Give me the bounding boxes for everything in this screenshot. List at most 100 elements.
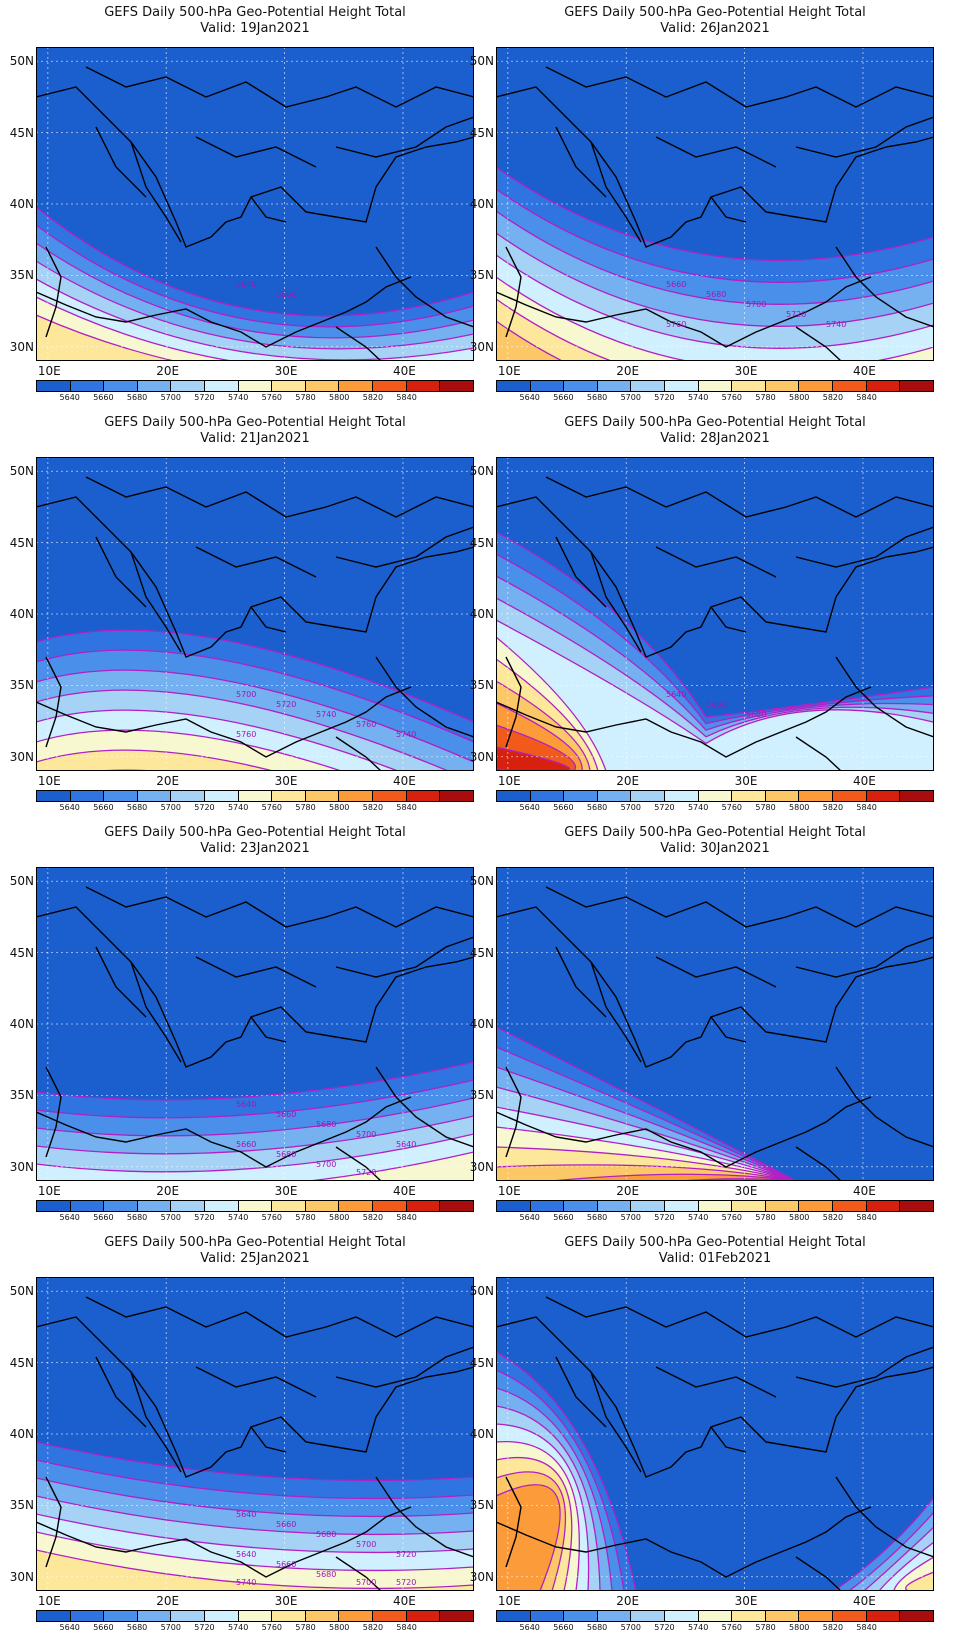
contour-label: 5640 [396, 1140, 416, 1149]
longitude-label: 40E [392, 774, 416, 788]
coastline [335, 326, 382, 361]
coastline [95, 126, 147, 198]
colorbar-swatch [37, 381, 71, 391]
colorbar-swatch [104, 381, 138, 391]
contour-label: 5640 [236, 1550, 256, 1559]
colorbar-label: 5640 [519, 1623, 540, 1632]
latitude-label: 35N [9, 1088, 34, 1103]
coastline [36, 686, 412, 758]
colorbar-swatch [799, 1611, 834, 1621]
coastline [130, 1371, 182, 1473]
colorbar-label: 5720 [194, 393, 215, 402]
longitude-label: 10E [497, 1594, 521, 1608]
colorbar-label: 5700 [620, 393, 641, 402]
colorbar-swatch [205, 381, 239, 391]
colorbar-swatch [70, 1611, 105, 1621]
colorbar-swatch [900, 791, 933, 801]
colorbar-swatch [765, 791, 800, 801]
map-frame [36, 867, 474, 1181]
colorbar-label: 5840 [856, 1213, 877, 1222]
contour-label: 5660 [276, 1560, 296, 1569]
colorbar-label: 5800 [789, 393, 810, 402]
coastline [375, 246, 474, 328]
height-map: 5640 5660 5680 5700 5720 5640 5660 5680 5700 5720… [36, 1277, 474, 1591]
colorbar-label: 5680 [586, 1623, 608, 1632]
colorbar-label: 5720 [654, 393, 675, 402]
colorbar-label: 5700 [160, 1213, 181, 1222]
coastline [36, 1096, 412, 1168]
colorbar-swatch [530, 381, 565, 391]
coastline [335, 1556, 382, 1591]
colorbar-swatch [530, 1201, 565, 1211]
coastline [36, 86, 474, 248]
coastline [496, 86, 934, 248]
colorbar-swatch [833, 791, 867, 801]
colorbar-swatch [564, 791, 598, 801]
latitude-label: 35N [469, 268, 494, 283]
contour-label: 5700 [356, 1130, 376, 1139]
latitude-label: 40N [9, 607, 34, 621]
coastline [795, 526, 934, 568]
colorbar-swatch [171, 791, 206, 801]
contour-label: 5640 [236, 1100, 256, 1109]
map-panel: GEFS Daily 500-hPa Geo-Potential Height … [460, 0, 942, 410]
colorbar-label: 5660 [93, 803, 114, 812]
coastline [95, 1356, 147, 1428]
coastline [545, 886, 934, 928]
colorbar-label: 5740 [687, 1623, 709, 1632]
panel-title: GEFS Daily 500-hPa Geo-Potential Height … [104, 415, 406, 430]
coastline [505, 246, 522, 338]
colorbar-swatch [900, 1201, 933, 1211]
longitude-label: 40E [852, 1184, 876, 1198]
colorbar-swatch [272, 791, 306, 801]
height-map-svg: 5700 5720 5740 5760 5740 5760 [36, 457, 474, 771]
coastline [45, 1066, 62, 1158]
coastline [335, 736, 382, 771]
colorbar-swatch [631, 1201, 666, 1211]
coastline [795, 1346, 934, 1388]
colorbar-swatch [564, 381, 598, 391]
longitude-label: 20E [616, 1184, 640, 1198]
colorbar-label: 5740 [687, 803, 709, 812]
colorbar-swatch [272, 1201, 306, 1211]
height-map: 5700 5720 5740 5760 5740 5760 [36, 457, 474, 771]
map-frame [496, 1277, 934, 1591]
colorbar-label: 5840 [856, 803, 877, 812]
colorbar-label: 5800 [329, 1213, 350, 1222]
coastline [250, 196, 287, 223]
longitude-label: 10E [497, 1184, 521, 1198]
colorbar-swatch [799, 791, 834, 801]
latitude-label: 45N [9, 535, 34, 550]
coastline [335, 116, 474, 158]
colorbar-label: 5680 [586, 803, 608, 812]
longitude-label: 20E [156, 1184, 180, 1198]
contour-label: 5700 [236, 690, 256, 699]
contour-label: 5700 [746, 300, 766, 309]
coastline [590, 141, 642, 243]
colorbar-swatch [732, 1201, 766, 1211]
colorbar-label: 5640 [519, 393, 540, 402]
colorbar-swatch [137, 791, 172, 801]
colorbar [496, 1200, 934, 1212]
longitude-label: 30E [274, 1594, 298, 1608]
colorbar-swatch [631, 791, 666, 801]
colorbar-label: 5680 [586, 393, 608, 402]
latitude-label: 45N [9, 125, 34, 140]
contour-label: 5740 [316, 710, 336, 719]
colorbar-label: 5640 [59, 803, 80, 812]
colorbar-swatch [698, 1611, 733, 1621]
panel-valid-date: Valid: 23Jan2021 [200, 841, 310, 856]
colorbar-swatch [866, 1201, 901, 1211]
contour-label: 5760 [356, 720, 376, 729]
coastline [710, 196, 747, 223]
longitude-label: 10E [37, 364, 61, 378]
panel-valid-date: Valid: 30Jan2021 [660, 841, 770, 856]
colorbar-label: 5820 [362, 1213, 384, 1222]
colorbar-label: 5760 [261, 803, 283, 812]
colorbar-label: 5640 [519, 1213, 540, 1222]
colorbar-label: 5660 [553, 1213, 574, 1222]
coastline [195, 1366, 317, 1398]
contour-label: 5700 [356, 1540, 376, 1549]
colorbar-swatch [238, 1201, 273, 1211]
latitude-label: 30N [469, 749, 494, 764]
